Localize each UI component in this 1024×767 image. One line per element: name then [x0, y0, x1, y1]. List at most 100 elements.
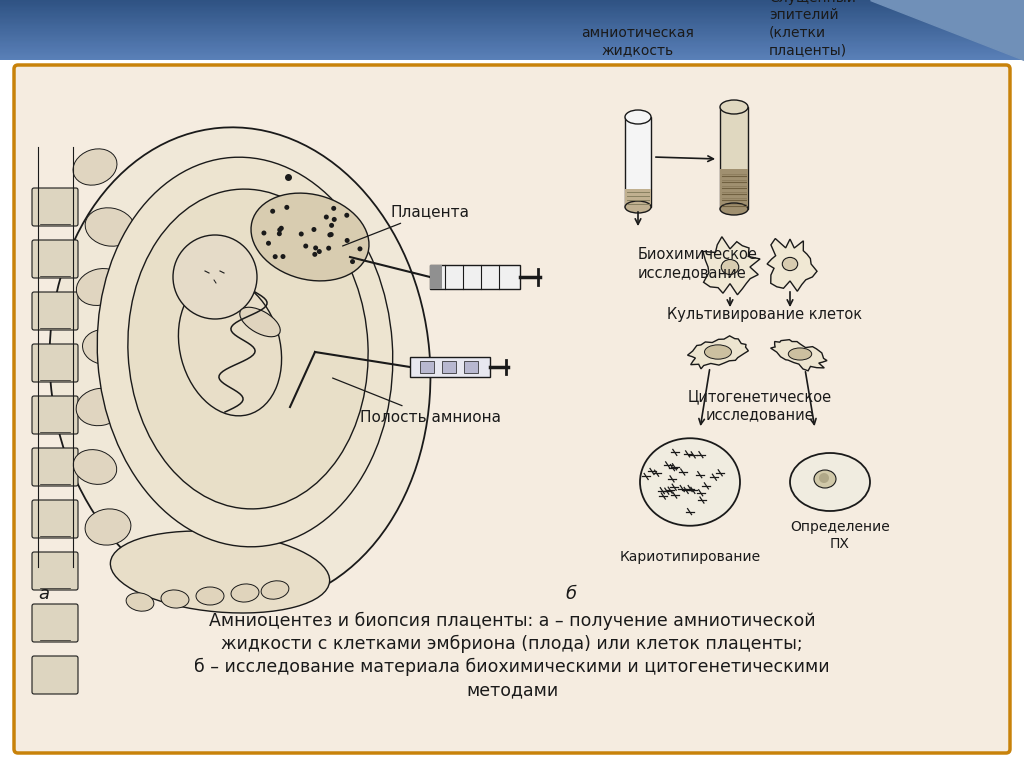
- Bar: [0, 51, 1024, 53]
- Ellipse shape: [788, 348, 812, 360]
- Ellipse shape: [625, 110, 651, 124]
- Circle shape: [303, 244, 308, 249]
- Ellipse shape: [85, 208, 135, 246]
- Bar: [0, 53, 1024, 54]
- Bar: [0, 45, 1024, 47]
- Bar: [410, 357, 490, 377]
- Text: Слущенный
эпителий
(клетки
плаценты): Слущенный эпителий (клетки плаценты): [769, 0, 856, 57]
- Bar: [0, 59, 1024, 60]
- Bar: [0, 41, 1024, 42]
- Text: Полость амниона: Полость амниона: [333, 378, 501, 424]
- Bar: [0, 8, 1024, 10]
- Bar: [720, 169, 748, 209]
- Bar: [625, 189, 651, 207]
- Bar: [0, 25, 1024, 26]
- Bar: [0, 58, 1024, 59]
- Circle shape: [357, 246, 362, 252]
- Circle shape: [272, 254, 278, 259]
- Ellipse shape: [49, 127, 430, 607]
- FancyBboxPatch shape: [32, 292, 78, 330]
- Ellipse shape: [721, 259, 738, 275]
- FancyBboxPatch shape: [32, 552, 78, 590]
- Text: Амниоцентез и биопсия плаценты: а – получение амниотической: Амниоцентез и биопсия плаценты: а – полу…: [209, 612, 815, 630]
- Polygon shape: [870, 0, 1024, 60]
- Circle shape: [276, 231, 282, 236]
- Bar: [720, 107, 748, 209]
- Circle shape: [281, 254, 286, 259]
- Circle shape: [329, 223, 334, 228]
- FancyBboxPatch shape: [32, 500, 78, 538]
- Ellipse shape: [161, 590, 189, 608]
- Bar: [0, 32, 1024, 34]
- Bar: [0, 26, 1024, 28]
- FancyBboxPatch shape: [32, 188, 78, 226]
- Text: Определение
ПХ: Определение ПХ: [791, 520, 890, 551]
- Bar: [625, 117, 651, 207]
- Circle shape: [819, 473, 829, 483]
- Bar: [0, 40, 1024, 41]
- Bar: [0, 0, 1024, 2]
- Bar: [464, 361, 478, 373]
- Circle shape: [312, 252, 317, 257]
- Circle shape: [261, 231, 266, 235]
- Bar: [0, 12, 1024, 13]
- Bar: [0, 44, 1024, 45]
- Bar: [0, 31, 1024, 32]
- Circle shape: [266, 241, 271, 245]
- Bar: [0, 34, 1024, 35]
- FancyBboxPatch shape: [14, 65, 1010, 753]
- Circle shape: [350, 259, 355, 264]
- Ellipse shape: [261, 581, 289, 599]
- Circle shape: [332, 217, 337, 222]
- Bar: [0, 13, 1024, 15]
- Text: Культивирование клеток: Культивирование клеток: [668, 307, 862, 322]
- Bar: [0, 57, 1024, 58]
- Bar: [430, 265, 520, 289]
- Circle shape: [173, 235, 257, 319]
- Ellipse shape: [251, 193, 369, 281]
- Circle shape: [313, 245, 318, 251]
- Text: Плацента: Плацента: [343, 205, 469, 246]
- Text: жидкости с клетками эмбриона (плода) или клеток плаценты;: жидкости с клетками эмбриона (плода) или…: [221, 635, 803, 653]
- Text: б: б: [565, 585, 577, 603]
- Circle shape: [285, 205, 290, 210]
- Ellipse shape: [128, 189, 368, 509]
- Circle shape: [311, 227, 316, 232]
- Text: а: а: [38, 585, 49, 603]
- Bar: [0, 17, 1024, 18]
- Bar: [0, 5, 1024, 6]
- Bar: [0, 24, 1024, 25]
- Bar: [0, 10, 1024, 11]
- Bar: [0, 30, 1024, 31]
- Bar: [0, 29, 1024, 30]
- FancyBboxPatch shape: [32, 240, 78, 278]
- Bar: [420, 361, 434, 373]
- Ellipse shape: [705, 345, 731, 359]
- FancyBboxPatch shape: [32, 656, 78, 694]
- Polygon shape: [702, 237, 760, 295]
- Text: Биохимическое
исследование: Биохимическое исследование: [638, 247, 758, 281]
- Circle shape: [278, 227, 283, 232]
- Circle shape: [270, 209, 275, 214]
- Ellipse shape: [720, 100, 748, 114]
- Bar: [0, 15, 1024, 17]
- Ellipse shape: [720, 203, 748, 215]
- Text: Цитогенетическое
исследование: Цитогенетическое исследование: [688, 389, 833, 423]
- Ellipse shape: [76, 388, 124, 426]
- Polygon shape: [767, 239, 817, 291]
- Bar: [0, 38, 1024, 40]
- Ellipse shape: [790, 453, 870, 511]
- Ellipse shape: [196, 587, 224, 605]
- Circle shape: [328, 232, 333, 238]
- Circle shape: [279, 225, 284, 231]
- FancyBboxPatch shape: [32, 448, 78, 486]
- Circle shape: [329, 232, 334, 237]
- Ellipse shape: [640, 438, 740, 525]
- FancyBboxPatch shape: [32, 604, 78, 642]
- Ellipse shape: [814, 470, 836, 488]
- Text: методами: методами: [466, 681, 558, 699]
- Bar: [0, 19, 1024, 21]
- Bar: [0, 11, 1024, 12]
- Ellipse shape: [782, 258, 798, 271]
- Bar: [0, 43, 1024, 44]
